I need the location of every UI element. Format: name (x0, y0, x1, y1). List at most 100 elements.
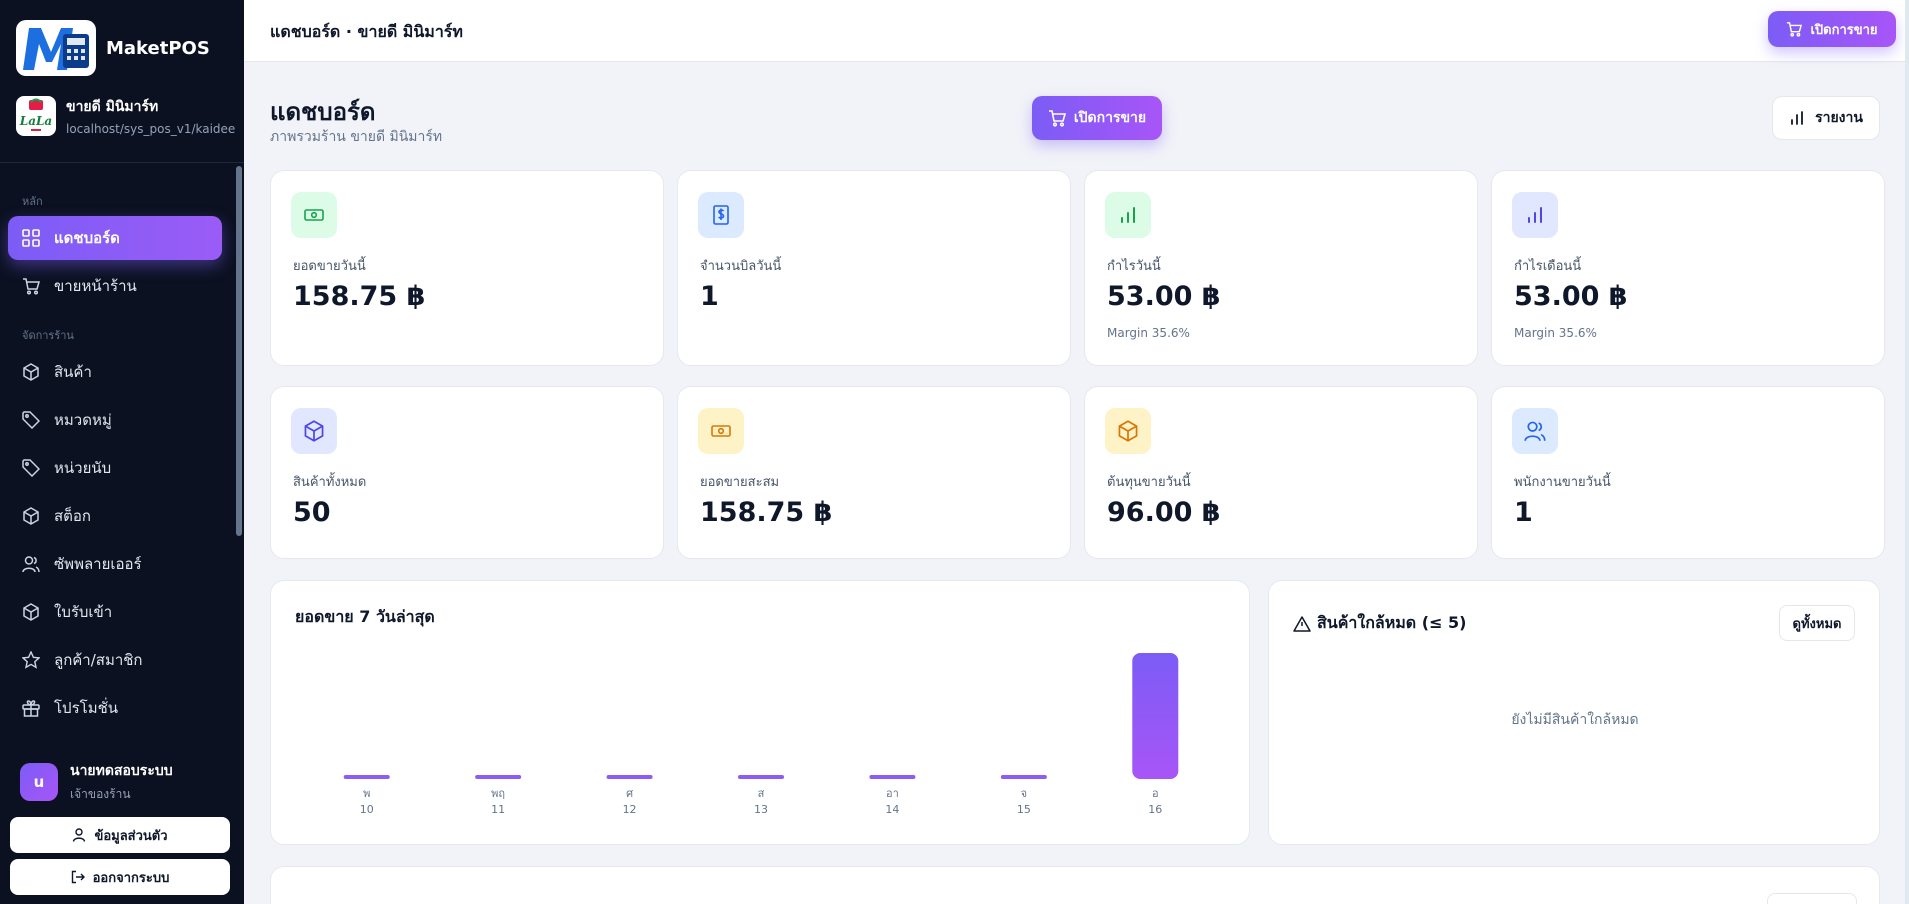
user-name: นายทดสอบระบบ (70, 763, 173, 779)
page-title: แดชบอร์ด (270, 98, 376, 126)
stat-label: ยอดขายสะสม (700, 475, 780, 490)
grid-icon (22, 229, 40, 247)
stat-label: สินค้าทั้งหมด (293, 475, 367, 490)
page-scrollbar[interactable] (1905, 0, 1909, 904)
sidebar: MaketPOS LaLa ขายดี มินิมาร์ท localhost/… (0, 0, 244, 904)
stat-card-profit-month: กำไรเดือนนี้ 53.00 ฿ Margin 35.6% (1491, 170, 1885, 366)
stat-note: Margin 35.6% (1514, 326, 1597, 340)
cart-icon (1787, 22, 1803, 37)
user-icon (73, 828, 86, 842)
brand-logo (16, 20, 96, 76)
brand[interactable]: MaketPOS (16, 20, 210, 76)
sidebar-item-suppliers[interactable]: ซัพพลายเออร์ (8, 542, 222, 586)
stat-value: 50 (293, 497, 331, 528)
sidebar-item-label: ขายหน้าร้าน (54, 277, 137, 295)
store-logo: LaLa (16, 96, 56, 136)
stat-value: 158.75 ฿ (700, 497, 833, 528)
logout-button-label: ออกจากระบบ (92, 870, 170, 886)
sales-chart-card: ยอดขาย 7 วันล่าสุด พ 10 พฤ 11 ศ 12 ส 13 อา 14 จ 15 อ… (270, 580, 1250, 845)
bar-chart-icon (1512, 192, 1558, 238)
open-sale-button[interactable]: เปิดการขาย (1032, 96, 1162, 140)
chart-x-date-label: 11 (491, 803, 505, 816)
sidebar-item-label: แดชบอร์ด (54, 229, 120, 247)
stat-value: 1 (700, 281, 719, 312)
low-stock-title: สินค้าใกล้หมด (≤ 5) (1293, 611, 1466, 636)
stat-card-sales-today: ยอดขายวันนี้ 158.75 ฿ (270, 170, 664, 366)
section-label-manage: จัดการร้าน (22, 329, 74, 342)
topbar: แดชบอร์ด · ขายดี มินิมาร์ท เปิดการขาย (244, 0, 1909, 62)
cart-icon (23, 278, 40, 295)
low-stock-card: สินค้าใกล้หมด (≤ 5) ดูทั้งหมด ยังไม่มีสิ… (1268, 580, 1880, 845)
logout-button[interactable]: ออกจากระบบ (10, 859, 230, 895)
open-sale-button-top[interactable]: เปิดการขาย (1768, 11, 1896, 47)
low-stock-title-text: สินค้าใกล้หมด (≤ 5) (1317, 613, 1467, 632)
star-icon (22, 651, 40, 669)
chart-title: ยอดขาย 7 วันล่าสุด (295, 607, 435, 626)
next-section-button[interactable] (1767, 893, 1857, 904)
sidebar-item-label: สินค้า (54, 363, 92, 381)
stat-label: ต้นทุนขายวันนี้ (1107, 475, 1191, 490)
box-icon (23, 363, 39, 381)
sidebar-item-receipts[interactable]: ใบรับเข้า (8, 590, 222, 634)
sidebar-item-categories[interactable]: หมวดหมู่ (8, 398, 222, 442)
sidebar-item-promotions[interactable]: โปรโมชั่น (8, 686, 222, 730)
sidebar-item-label: หน่วยนับ (54, 459, 112, 477)
sidebar-item-pos[interactable]: ขายหน้าร้าน (8, 264, 222, 308)
sidebar-item-customers[interactable]: ลูกค้า/สมาชิก (8, 638, 222, 682)
chart-x-day-label: อา (886, 787, 899, 800)
box-icon (291, 408, 337, 454)
chart-x-date-label: 16 (1148, 803, 1162, 816)
chart-bar[interactable] (1132, 653, 1179, 779)
sidebar-item-label: ซัพพลายเออร์ (54, 555, 142, 573)
sidebar-item-products[interactable]: สินค้า (8, 350, 222, 394)
chart-bar[interactable] (869, 775, 916, 779)
chart-x-day-label: พฤ (491, 787, 505, 800)
chart-bar[interactable] (343, 775, 390, 779)
box-icon (1105, 408, 1151, 454)
profile-button[interactable]: ข้อมูลส่วนตัว (10, 817, 230, 853)
sidebar-item-dashboard[interactable]: แดชบอร์ด (8, 216, 222, 260)
sales-bar-chart: พ 10 พฤ 11 ศ 12 ส 13 อา 14 จ 15 อ 16 (343, 653, 1179, 816)
stat-value: 158.75 ฿ (293, 281, 426, 312)
sidebar-item-label: สต็อก (54, 507, 91, 525)
store-url: localhost/sys_pos_v1/kaidee (66, 122, 236, 136)
stat-value: 96.00 ฿ (1107, 497, 1221, 528)
chart-bar[interactable] (738, 775, 784, 779)
svg-text:LaLa: LaLa (19, 114, 52, 128)
chart-bar[interactable] (606, 775, 653, 779)
chart-bar[interactable] (1000, 775, 1047, 779)
tag-icon (22, 411, 40, 429)
avatar: u (20, 763, 58, 801)
stat-label: กำไรวันนี้ (1107, 259, 1161, 274)
report-button[interactable]: รายงาน (1772, 96, 1880, 140)
stat-label: พนักงานขายวันนี้ (1514, 475, 1611, 490)
report-label: รายงาน (1815, 110, 1863, 126)
sidebar-item-stock[interactable]: สต็อก (8, 494, 222, 538)
warning-icon (1293, 615, 1311, 632)
stat-label: กำไรเดือนนี้ (1514, 259, 1582, 274)
low-stock-empty-message: ยังไม่มีสินค้าใกล้หมด (1511, 712, 1639, 728)
chart-x-day-label: พ (363, 787, 370, 800)
stat-value: 1 (1514, 497, 1533, 528)
stat-card-total-products: สินค้าทั้งหมด 50 (270, 386, 664, 559)
stat-card-staff-today: พนักงานขายวันนี้ 1 (1491, 386, 1885, 559)
stat-card-cumulative-sales: ยอดขายสะสม 158.75 ฿ (677, 386, 1071, 559)
cart-icon (1048, 110, 1066, 127)
brand-name: MaketPOS (106, 37, 210, 59)
sidebar-item-label: โปรโมชั่น (54, 699, 119, 717)
chart-x-day-label: ส (758, 787, 765, 800)
receipt-dollar-icon (698, 192, 744, 238)
bar-chart-icon (1791, 111, 1803, 125)
view-all-button[interactable]: ดูทั้งหมด (1779, 605, 1855, 641)
chart-bar[interactable] (475, 775, 522, 779)
sidebar-item-units[interactable]: หน่วยนับ (8, 446, 222, 490)
gift-icon (22, 700, 40, 717)
stat-card-cost-today: ต้นทุนขายวันนี้ 96.00 ฿ (1084, 386, 1478, 559)
sidebar-scrollbar[interactable] (236, 166, 242, 536)
store-switcher[interactable]: LaLa ขายดี มินิมาร์ท localhost/sys_pos_v… (16, 96, 235, 136)
stat-label: จำนวนบิลวันนี้ (700, 259, 782, 274)
next-section-card (270, 866, 1880, 904)
chart-x-day-label: ศ (626, 787, 633, 800)
store-name: ขายดี มินิมาร์ท (66, 99, 159, 115)
chart-x-day-label: อ (1152, 787, 1159, 800)
